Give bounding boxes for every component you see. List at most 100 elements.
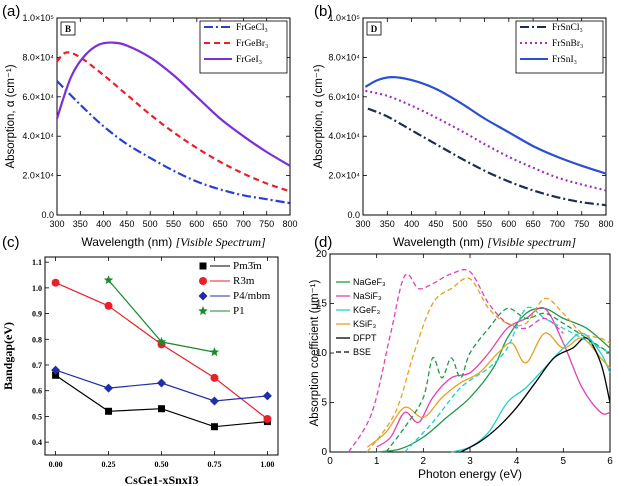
y-axis-label: Absorption coefficient (μm⁻¹): [309, 279, 321, 426]
x-tick-label: 650: [213, 219, 228, 229]
x-axis-label: CsGe1-xSnxI3: [124, 473, 198, 486]
data-point: [51, 278, 60, 287]
x-tick-label: 500: [453, 219, 468, 229]
legend-label: P1: [233, 305, 245, 317]
chart-a: (a) 300 350 400 450 500 550 600 650 700 750 800 0.0 2…: [2, 3, 298, 249]
legend-marker: [198, 291, 208, 301]
x-tick-label: 0.00: [49, 460, 63, 469]
data-point: [51, 365, 61, 375]
data-point: [104, 301, 113, 310]
legend-box: [515, 20, 604, 74]
panel-label: (a): [2, 3, 20, 20]
chart-b: (b) 300 350 400 450 500 550 600 650 700 750 800 0.0 2…: [313, 3, 614, 249]
x-tick-label: 750: [259, 219, 274, 229]
y-tick-label: 1.0×10⁵: [22, 13, 54, 23]
x-axis-label-suffix: [Visible Spectrum]: [176, 235, 266, 249]
data-point: [262, 391, 272, 401]
inset-label-box: [366, 21, 382, 36]
legend-label: BSE: [353, 347, 371, 357]
y-tick-label: 0.5: [32, 412, 42, 421]
legend-label: Pm3̄m: [233, 260, 262, 272]
legend-box: [199, 20, 288, 74]
x-tick-label: 350: [73, 219, 88, 229]
x-tick-label: 700: [550, 219, 565, 229]
series-line-2: [55, 41, 291, 167]
y-tick-label: 1.1: [32, 258, 42, 267]
y-tick-label: 4.0×10⁴: [22, 131, 54, 141]
chart-c: (c) 0.00 0.25 0.50 0.75 1.00 0.4 0.5 0.6 0.7 0.8 0.…: [1, 234, 279, 486]
panel-label: (b): [314, 3, 332, 20]
y-tick-label: 6.0×10⁴: [22, 92, 54, 102]
inset-label-box: [60, 21, 76, 36]
data-point: [210, 423, 218, 431]
data-point: [52, 371, 60, 379]
y-tick-label: 1.0: [32, 284, 42, 293]
y-tick-label: 5: [321, 398, 327, 409]
chart-d: (d) 0 1 2 3 4 5 6 0 5 10 15 20 Photon energy (eV) Abso…: [309, 234, 613, 481]
data-point: [158, 405, 165, 413]
x-tick-label: 0.75: [207, 460, 221, 469]
x-tick-label: 600: [501, 219, 516, 229]
legend-marker: [199, 277, 207, 285]
legend-marker: [199, 262, 207, 270]
legend-label: FrGeI₃: [236, 55, 262, 65]
legend-label: FrSnI₃: [552, 55, 577, 65]
inset-label: D: [371, 24, 378, 34]
x-tick-label: 600: [189, 219, 204, 229]
data-point: [105, 407, 113, 415]
x-tick-label: 0: [327, 456, 333, 467]
series-line-0: [56, 80, 291, 205]
legend-label: DFPT: [353, 333, 377, 343]
data-point: [210, 373, 219, 382]
x-tick-label: 400: [96, 219, 111, 229]
series-line-0: [376, 307, 611, 453]
y-tick-label: 0.7: [32, 361, 42, 370]
data-point: [263, 415, 272, 423]
legend-label: FrGeBr₃: [236, 39, 268, 49]
y-tick-label: 0: [321, 447, 327, 458]
series-line-1: [56, 51, 291, 193]
y-tick-label: 8.0×10⁴: [22, 52, 54, 62]
x-tick-label: 300: [355, 219, 370, 229]
y-tick-label: 1.0×10⁵: [328, 13, 360, 23]
x-axis-label: Wavelength (nm) [Visible spectrum]: [393, 235, 576, 249]
x-tick-label: 450: [428, 219, 443, 229]
y-tick-label: 0.0: [347, 210, 360, 220]
series-line-1: [365, 89, 607, 192]
y-tick-label: 0.6: [32, 387, 42, 396]
y-tick-label: 15: [316, 299, 328, 310]
x-tick-label: 5: [561, 456, 567, 467]
y-tick-label: 4.0×10⁴: [328, 131, 360, 141]
y-tick-label: 20: [316, 249, 328, 260]
x-tick-label: 800: [598, 219, 613, 229]
series-line-6: [348, 269, 564, 453]
legend-label: FrSnCl₃: [552, 23, 583, 33]
x-tick-label: 750: [574, 219, 589, 229]
legend-marker: [198, 306, 208, 315]
x-tick-label: 350: [380, 219, 395, 229]
x-tick-label: 300: [49, 219, 64, 229]
legend-label: FrSnBr₃: [552, 39, 583, 49]
x-tick-label: 0.50: [155, 460, 169, 469]
y-tick-label: 0.4: [32, 438, 42, 447]
y-tick-label: 0.9: [32, 310, 42, 319]
legend-label: FrGeCl₃: [236, 23, 268, 33]
x-tick-label: 650: [526, 219, 541, 229]
x-tick-label: 1: [374, 456, 380, 467]
y-tick-label: 0.0: [41, 210, 54, 220]
inset-label: B: [65, 24, 71, 34]
x-axis-label: Photon energy (eV): [418, 467, 522, 481]
y-axis-label: Bandgap(eV): [1, 322, 15, 390]
y-tick-label: 6.0×10⁴: [328, 92, 360, 102]
y-tick-label: 2.0×10⁴: [22, 171, 54, 181]
y-axis-label: Absorption, α (cm⁻¹): [5, 64, 17, 168]
legend-label: KSiF₃: [353, 319, 377, 329]
x-tick-label: 550: [166, 219, 181, 229]
x-tick-label: 700: [236, 219, 251, 229]
x-tick-label: 450: [119, 219, 134, 229]
y-tick-label: 2.0×10⁴: [328, 171, 360, 181]
legend-label: NaGeF₃: [353, 277, 386, 287]
legend-label: KGeF₃: [353, 305, 381, 315]
data-point: [156, 336, 167, 346]
